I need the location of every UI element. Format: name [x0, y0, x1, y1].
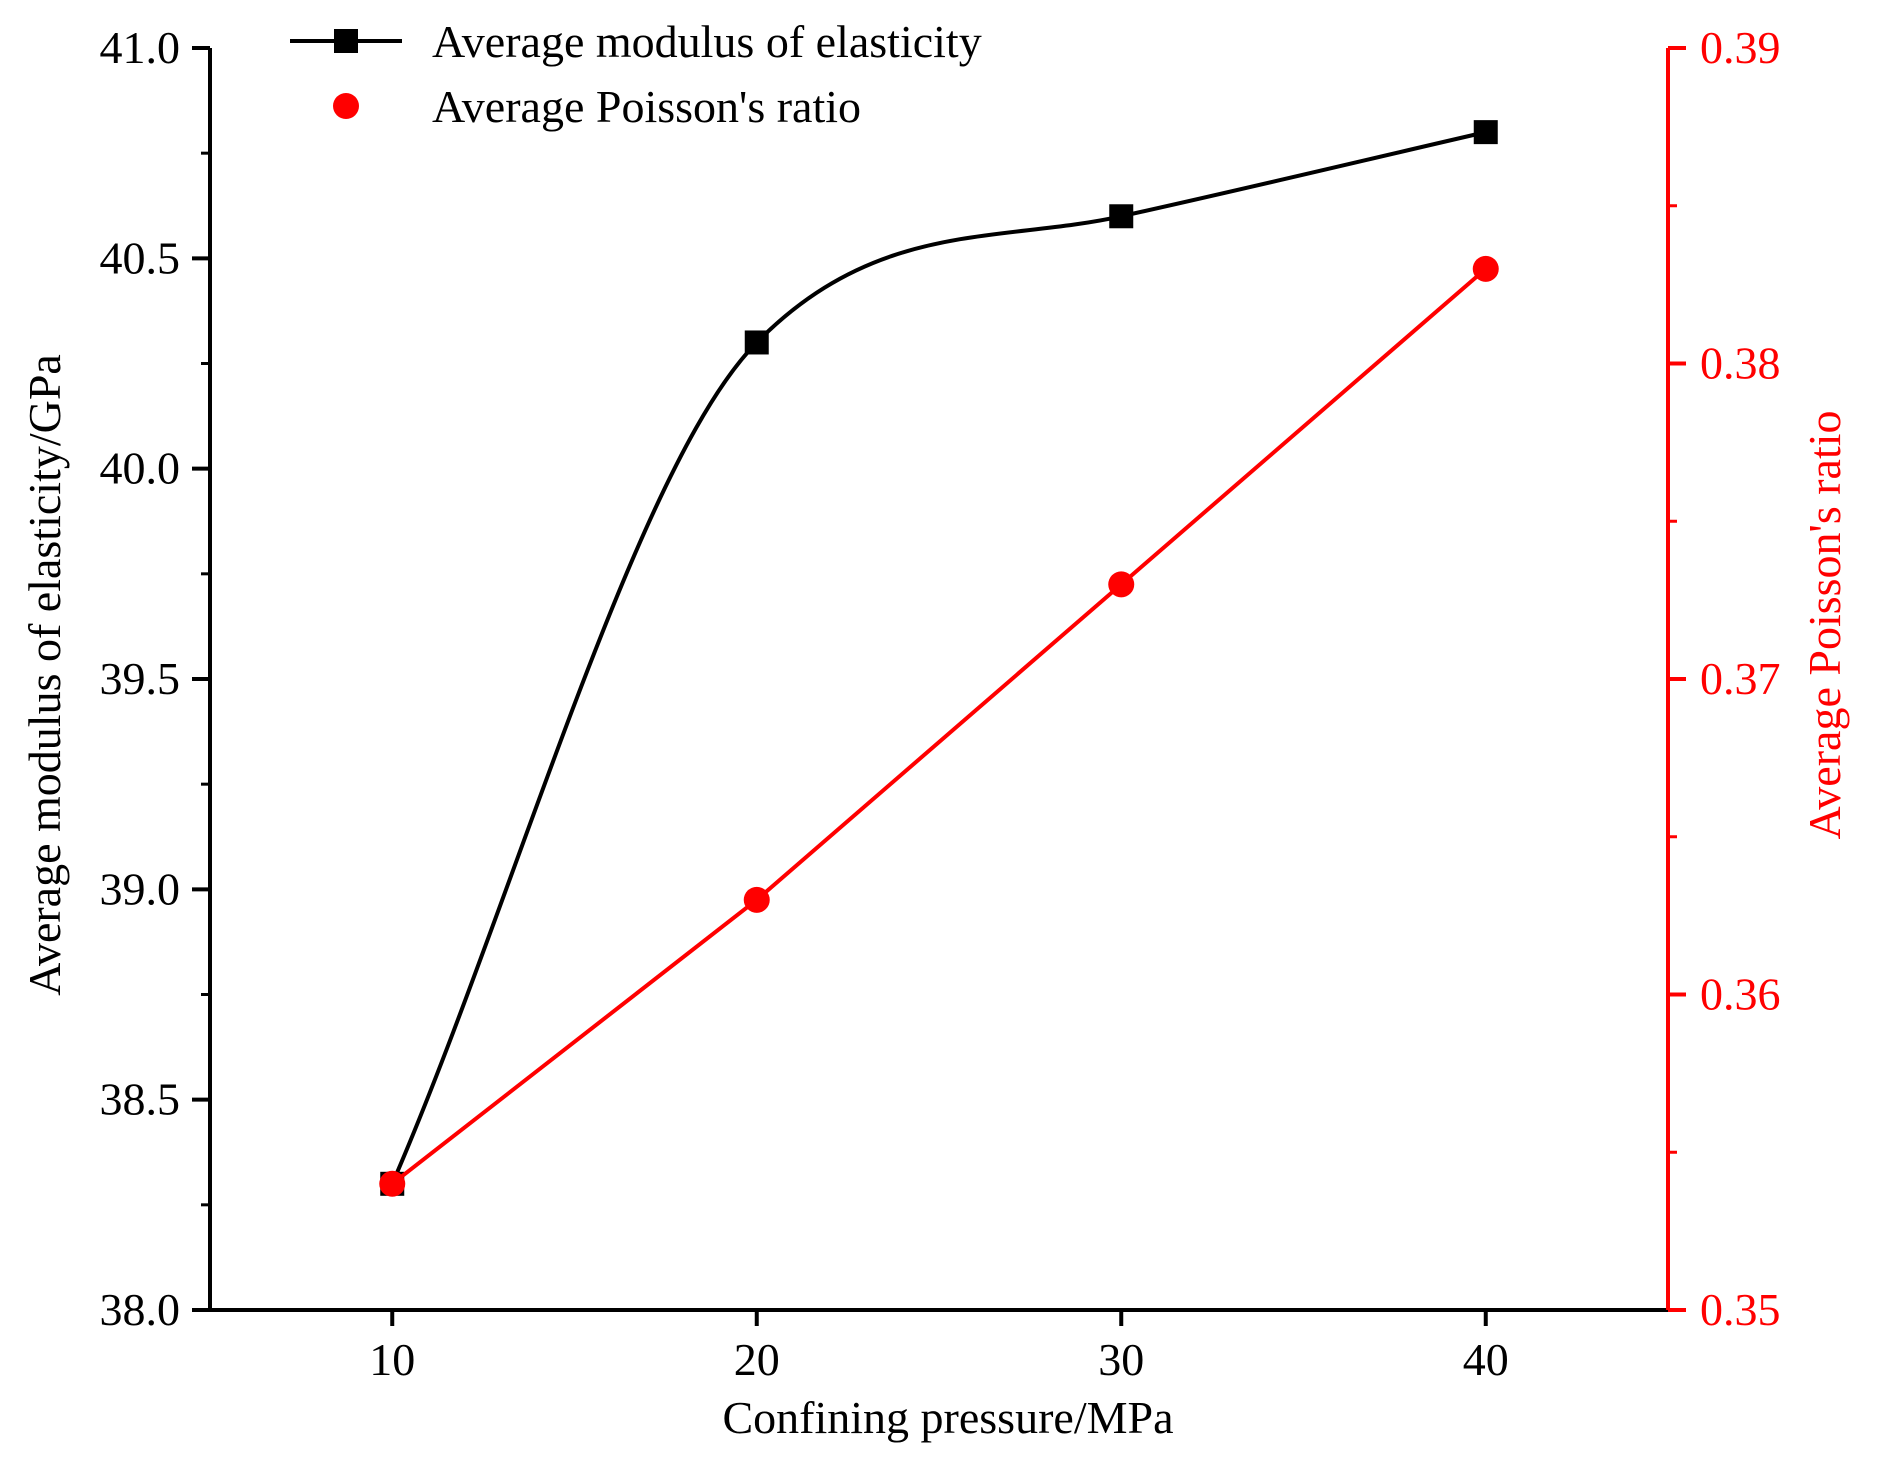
- left-y-tick-label: 38.0: [100, 1284, 181, 1335]
- right-y-tick-label: 0.39: [1700, 22, 1781, 73]
- data-point-modulus: [1109, 204, 1134, 229]
- data-point-poisson: [379, 1170, 406, 1197]
- data-point-poisson: [1472, 255, 1499, 282]
- series-layer: [379, 120, 1499, 1197]
- right-y-tick-label: 0.38: [1700, 338, 1781, 389]
- legend-label-poisson: Average Poisson's ratio: [432, 81, 861, 132]
- left-y-tick-label: 40.0: [100, 443, 181, 494]
- left-y-tick-label: 39.5: [100, 653, 181, 704]
- left-y-tick-label: 40.5: [100, 232, 181, 283]
- x-tick-label: 30: [1098, 1334, 1144, 1385]
- data-point-poisson: [1108, 571, 1135, 598]
- left-y-tick-label: 41.0: [100, 22, 181, 73]
- right-y-axis-title: Average Poisson's ratio: [1799, 410, 1850, 839]
- axes-layer: 10 20 30 40 38.0 38.5 39.0 39.5 40.0 40.5 41.0 0.35…: [100, 22, 1781, 1385]
- left-y-tick-label: 38.5: [100, 1074, 181, 1125]
- x-axis-title: Confining pressure/MPa: [722, 1392, 1173, 1443]
- right-y-tick-label: 0.37: [1700, 653, 1781, 704]
- legend-marker-modulus: [334, 29, 358, 53]
- legend-marker-poisson: [333, 93, 359, 119]
- plot-frame: [208, 48, 1670, 1312]
- x-tick-label: 20: [734, 1334, 780, 1385]
- right-y-tick-label: 0.36: [1700, 969, 1781, 1020]
- x-tick-label: 10: [369, 1334, 415, 1385]
- data-point-modulus: [1473, 120, 1498, 145]
- data-point-poisson: [743, 886, 770, 913]
- left-y-tick-label: 39.0: [100, 863, 181, 914]
- x-tick-label: 40: [1463, 1334, 1509, 1385]
- legend: Average modulus of elasticity Average Po…: [290, 16, 982, 132]
- data-point-modulus: [744, 330, 769, 355]
- legend-label-modulus: Average modulus of elasticity: [432, 16, 982, 67]
- series-line-poisson: [391, 267, 1488, 1186]
- series-line-modulus: [390, 130, 1487, 1185]
- right-y-tick-label: 0.35: [1700, 1284, 1781, 1335]
- left-y-axis-title: Average modulus of elasticity/GPa: [19, 354, 70, 996]
